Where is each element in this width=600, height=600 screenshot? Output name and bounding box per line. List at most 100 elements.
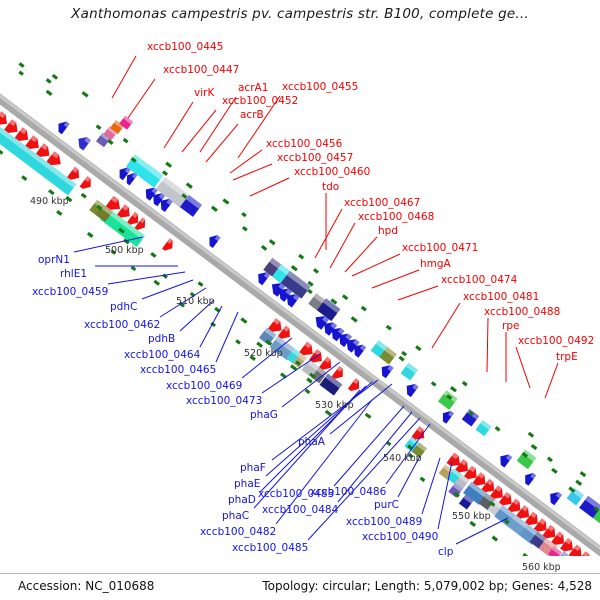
gene-feature[interactable] — [577, 551, 595, 556]
gene-feature[interactable] — [155, 177, 189, 208]
gene-label[interactable]: xccb100_0457 — [277, 152, 354, 164]
gene-label[interactable]: rhlE1 — [60, 268, 88, 280]
gene-label[interactable]: phaE — [234, 478, 261, 490]
gene-label[interactable]: xccb100_0488 — [484, 306, 561, 318]
gene-feature[interactable] — [126, 211, 142, 228]
gene-feature[interactable] — [404, 436, 420, 453]
gene-feature[interactable] — [35, 143, 53, 161]
gene-label[interactable]: xccb100_0471 — [402, 242, 479, 254]
gene-label[interactable]: rpe — [502, 320, 520, 332]
gene-feature[interactable] — [292, 352, 307, 369]
gene-feature[interactable] — [496, 451, 513, 468]
gene-feature[interactable] — [378, 362, 394, 379]
gene-label[interactable]: xccb100_0445 — [147, 41, 224, 53]
gene-label[interactable]: xccb100_0447 — [163, 64, 240, 76]
gene-feature[interactable] — [283, 291, 300, 308]
gene-feature[interactable] — [475, 420, 492, 437]
gene-feature[interactable] — [481, 478, 498, 496]
gene-feature[interactable] — [560, 538, 577, 555]
gene-feature[interactable] — [316, 298, 341, 322]
gene-label[interactable]: xccb100_0481 — [463, 291, 540, 303]
gene-feature[interactable] — [370, 340, 389, 358]
gene-feature[interactable] — [299, 341, 316, 360]
gene-feature[interactable] — [25, 135, 42, 153]
gene-feature[interactable] — [0, 111, 11, 129]
gene-label[interactable]: xccb100_0460 — [294, 166, 371, 178]
gene-feature[interactable] — [277, 325, 294, 342]
gene-feature[interactable] — [472, 472, 490, 489]
gene-feature[interactable] — [116, 204, 134, 221]
gene-label[interactable]: xccb100_0469 — [166, 380, 243, 392]
gene-feature[interactable] — [149, 190, 166, 207]
gene-feature[interactable] — [463, 481, 488, 505]
gene-feature[interactable] — [446, 468, 462, 485]
gene-label[interactable]: xccb100_0467 — [344, 197, 421, 209]
gene-feature[interactable] — [568, 544, 586, 556]
gene-label[interactable]: phaD — [228, 494, 256, 506]
gene-label[interactable]: xccb100_0459 — [32, 286, 109, 298]
gene-label[interactable]: xccb100_0462 — [84, 319, 161, 331]
gene-label[interactable]: hmgA — [420, 258, 451, 270]
gene-feature[interactable] — [507, 498, 525, 516]
gene-label[interactable]: xccb100_0456 — [266, 138, 343, 150]
gene-feature[interactable] — [0, 126, 77, 196]
gene-label[interactable]: phaG — [250, 409, 278, 421]
gene-feature[interactable] — [254, 269, 271, 286]
gene-feature[interactable] — [74, 134, 92, 151]
gene-feature[interactable] — [319, 373, 343, 396]
gene-feature[interactable] — [458, 494, 474, 510]
gene-feature[interactable] — [312, 312, 330, 330]
gene-label[interactable]: phaC — [222, 510, 250, 522]
gene-label[interactable]: acrB — [240, 109, 264, 121]
gene-feature[interactable] — [547, 546, 562, 556]
gene-feature[interactable] — [403, 381, 419, 398]
gene-feature[interactable] — [448, 483, 463, 498]
gene-feature[interactable] — [350, 341, 367, 358]
gene-feature[interactable] — [206, 232, 221, 249]
gene-feature[interactable] — [331, 366, 347, 382]
gene-feature[interactable] — [269, 336, 296, 361]
gene-feature[interactable] — [14, 127, 32, 145]
gene-label[interactable]: purC — [374, 499, 399, 511]
gene-feature[interactable] — [446, 452, 463, 471]
gene-label[interactable]: trpE — [556, 351, 578, 363]
gene-feature[interactable] — [46, 151, 64, 169]
gene-label[interactable]: xccb100_0483 — [258, 488, 335, 500]
gene-feature[interactable] — [521, 470, 537, 486]
gene-label[interactable]: xccb100_0484 — [262, 504, 339, 516]
gene-feature[interactable] — [268, 318, 285, 336]
gene-feature[interactable] — [437, 390, 458, 410]
gene-label[interactable]: xccb100_0452 — [222, 95, 299, 107]
gene-feature[interactable] — [157, 196, 173, 213]
gene-label[interactable]: xccb100_0474 — [441, 274, 518, 286]
gene-feature[interactable] — [533, 518, 551, 535]
gene-label[interactable]: xccb100_0455 — [282, 81, 359, 93]
genome-map-canvas[interactable] — [0, 28, 600, 556]
gene-feature[interactable] — [529, 531, 548, 550]
gene-feature[interactable] — [258, 327, 277, 346]
gene-feature[interactable] — [55, 119, 70, 135]
gene-feature[interactable] — [335, 330, 352, 348]
gene-label[interactable]: oprN1 — [38, 254, 70, 266]
gene-label[interactable]: xccb100_0468 — [358, 211, 435, 223]
gene-feature[interactable] — [498, 492, 516, 509]
gene-feature[interactable] — [546, 489, 563, 506]
gene-feature[interactable] — [142, 184, 158, 201]
gene-feature-layer[interactable] — [0, 103, 600, 556]
gene-label[interactable]: pdhC — [110, 301, 138, 313]
gene-label[interactable]: xccb100_0486 — [310, 486, 387, 498]
gene-feature[interactable] — [123, 170, 138, 186]
gene-feature[interactable] — [343, 336, 360, 353]
gene-feature[interactable] — [463, 465, 481, 483]
gene-label[interactable]: acrA1 — [238, 82, 269, 94]
gene-feature[interactable] — [116, 165, 131, 181]
gene-feature[interactable] — [439, 408, 454, 424]
gene-label[interactable]: xccb100_0489 — [346, 516, 423, 528]
gene-feature[interactable] — [319, 356, 335, 373]
gene-feature[interactable] — [551, 531, 568, 549]
gene-feature[interactable] — [67, 166, 83, 183]
gene-feature[interactable] — [79, 176, 95, 192]
gene-feature[interactable] — [542, 524, 560, 542]
gene-feature[interactable] — [139, 164, 164, 188]
gene-feature[interactable] — [328, 324, 345, 342]
